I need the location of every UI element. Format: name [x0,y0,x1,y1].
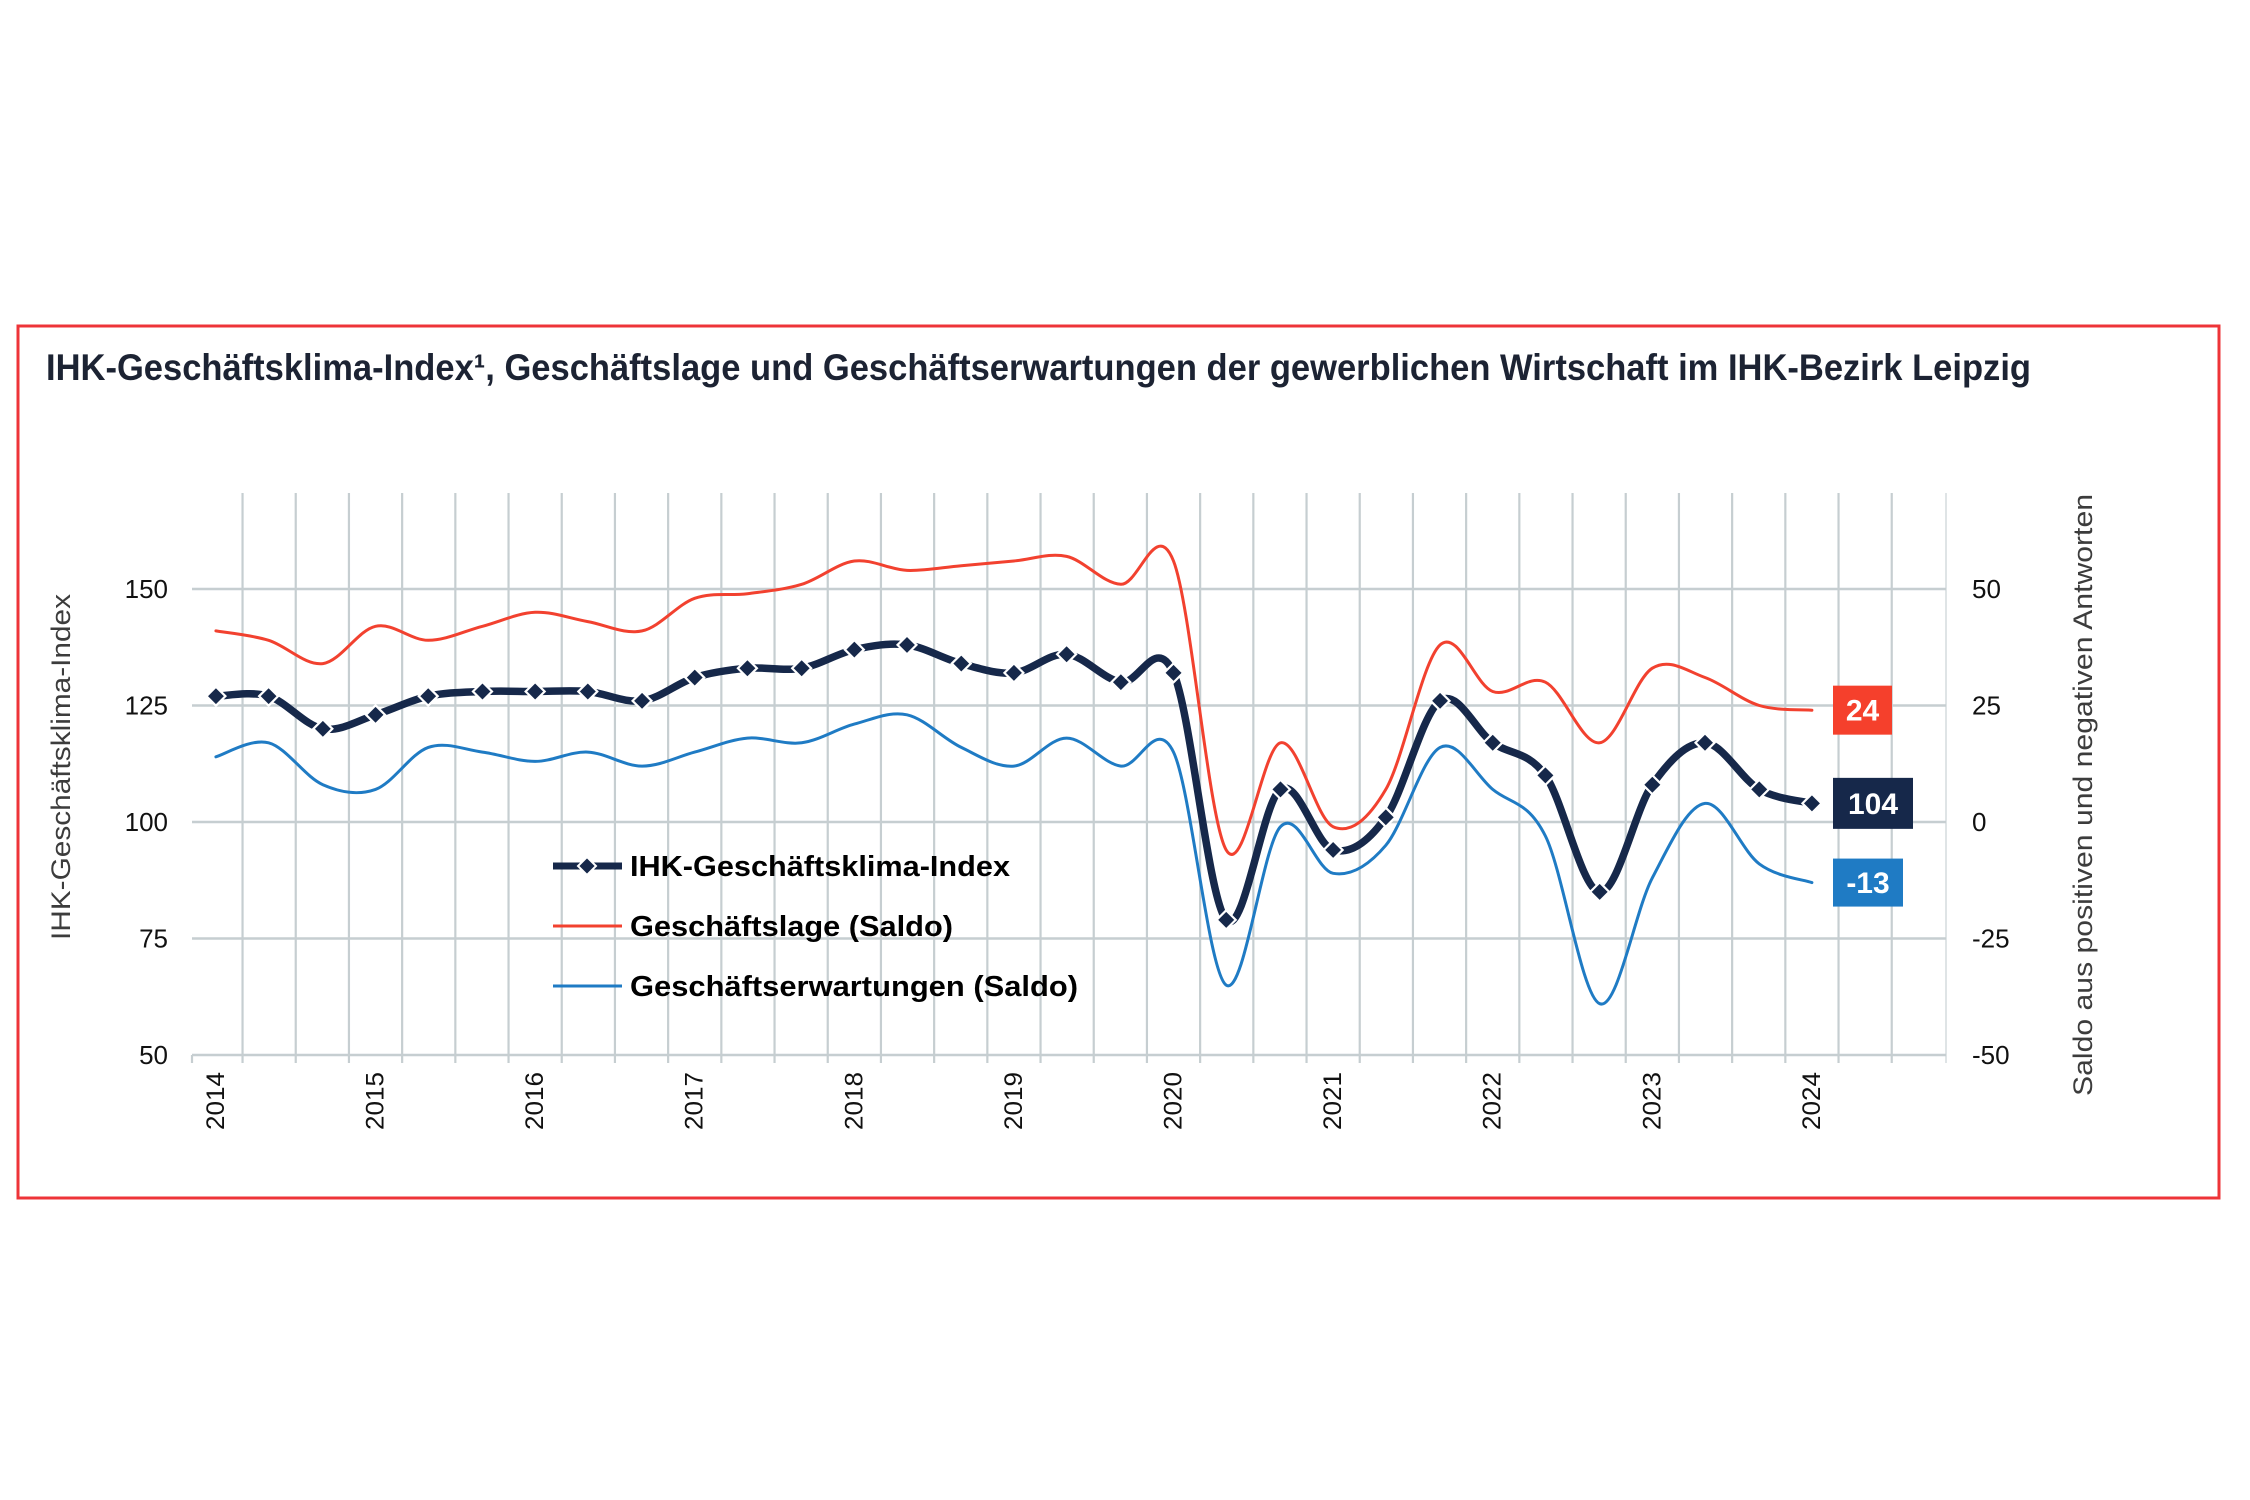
legend-item-erwartungen: Geschäftserwartungen (Saldo) [553,971,1078,1003]
index-data-point-marker [683,666,706,689]
series-erwartungen [214,712,1814,1006]
x-tick-label: 2022 [1479,1072,1507,1130]
index-data-point-marker [1322,838,1345,862]
index-data-point-marker [1269,778,1292,801]
index-data-point-marker [1641,773,1664,796]
index-data-point-marker [843,638,866,661]
legend-label-lage: Geschäftslage (Saldo) [630,911,953,943]
x-tick-label: 2021 [1319,1072,1347,1130]
index-data-point-marker [1162,661,1185,684]
x-tick-label: 2016 [521,1072,549,1130]
y-right-tick-label: 25 [1972,690,2001,720]
index-data-point-marker [1534,764,1557,787]
series-layer [204,544,1823,1006]
end-label-lage-box [1833,685,1892,735]
y-left-tick-label: 50 [139,1040,168,1070]
end-label-erwartungen-value: -13 [1846,867,1889,900]
index-data-point-marker [576,680,599,703]
y-right-tick-label: 50 [1972,574,2001,604]
end-label-lage: 24 [1833,685,1892,735]
series-index [204,633,1823,931]
index-data-point-marker [1374,806,1397,829]
x-tick-label: 2015 [362,1072,390,1130]
index-data-point-marker [1055,643,1078,666]
series-line-lage [214,544,1814,856]
index-data-point-marker [471,680,494,703]
y-right-tick-label: 0 [1972,807,1986,837]
index-data-point-marker [524,680,547,703]
end-label-index-value: 104 [1848,788,1898,821]
index-data-point-marker [204,685,227,708]
y-left-tick-label: 150 [125,574,168,604]
index-data-point-marker [257,685,280,708]
index-data-point-marker [1429,689,1452,712]
y-right-tick-label: -25 [1972,923,2010,953]
y-left-tick-label: 125 [125,690,168,720]
legend-label-index: IHK-Geschäftsklima-Index [630,851,1010,883]
y-axis-right-ticks: -50 -25 0 25 50 [1972,574,2010,1070]
x-tick-label: 2020 [1160,1072,1188,1130]
x-axis-ticks: 2014 2015 2016 2017 2018 2019 2020 2021 2022 2023… [202,1072,1826,1130]
index-data-point-marker [1481,731,1504,754]
end-label-erwartungen-box [1833,858,1903,907]
index-data-point-marker [364,703,387,726]
index-data-point-marker [1588,880,1611,903]
index-data-point-marker [1215,908,1238,931]
index-data-point-marker [1693,731,1717,754]
end-label-erwartungen: -13 [1833,858,1903,907]
index-data-point-marker [736,657,759,680]
index-data-point-marker [950,652,973,675]
legend-item-index: IHK-Geschäftsklima-Index [553,851,1010,883]
legend-item-lage: Geschäftslage (Saldo) [553,911,953,943]
chart-frame [16,324,2221,1200]
x-tick-label: 2019 [1000,1072,1028,1130]
index-data-point-marker [311,717,334,740]
y-axis-left-title: IHK-Geschäftsklima-Index [46,593,76,940]
index-data-point-marker [1800,792,1823,815]
index-data-point-marker [1002,661,1025,684]
index-data-point-marker [790,657,813,680]
end-label-index: 104 [1833,777,1913,829]
index-data-point-marker [1109,671,1132,694]
y-right-tick-label: -50 [1972,1040,2010,1070]
index-data-point-marker [631,689,654,712]
x-tick-label: 2017 [681,1072,709,1130]
legend-label-erwartungen: Geschäftserwartungen (Saldo) [630,971,1078,1003]
index-data-point-marker [895,633,919,656]
legend: IHK-Geschäftsklima-Index Geschäftslage (… [553,851,1078,1003]
end-label-lage-value: 24 [1846,695,1880,728]
series-line-erwartungen [214,712,1814,1006]
legend-diamond-marker-icon [576,855,598,877]
index-data-point-marker [1748,778,1771,801]
x-tick-label: 2014 [202,1072,230,1130]
y-left-tick-label: 100 [125,807,168,837]
x-tick-label: 2018 [840,1072,868,1130]
gridlines [190,493,1947,1063]
x-tick-label: 2024 [1798,1072,1826,1130]
y-axis-right-title: Saldo aus positiven und negativen Antwor… [2068,494,2098,1096]
end-label-index-box [1833,777,1913,829]
end-labels: 24 104 -13 [1833,685,1913,907]
y-left-tick-label: 75 [139,923,168,953]
series-lage [214,544,1814,856]
x-tick-label: 2023 [1638,1072,1666,1130]
y-axis-left-ticks: 50 75 100 125 150 [125,574,168,1070]
index-data-point-marker [417,685,440,708]
chart-title: IHK-Geschäftsklima-Index¹, Geschäftslage… [46,347,2031,388]
